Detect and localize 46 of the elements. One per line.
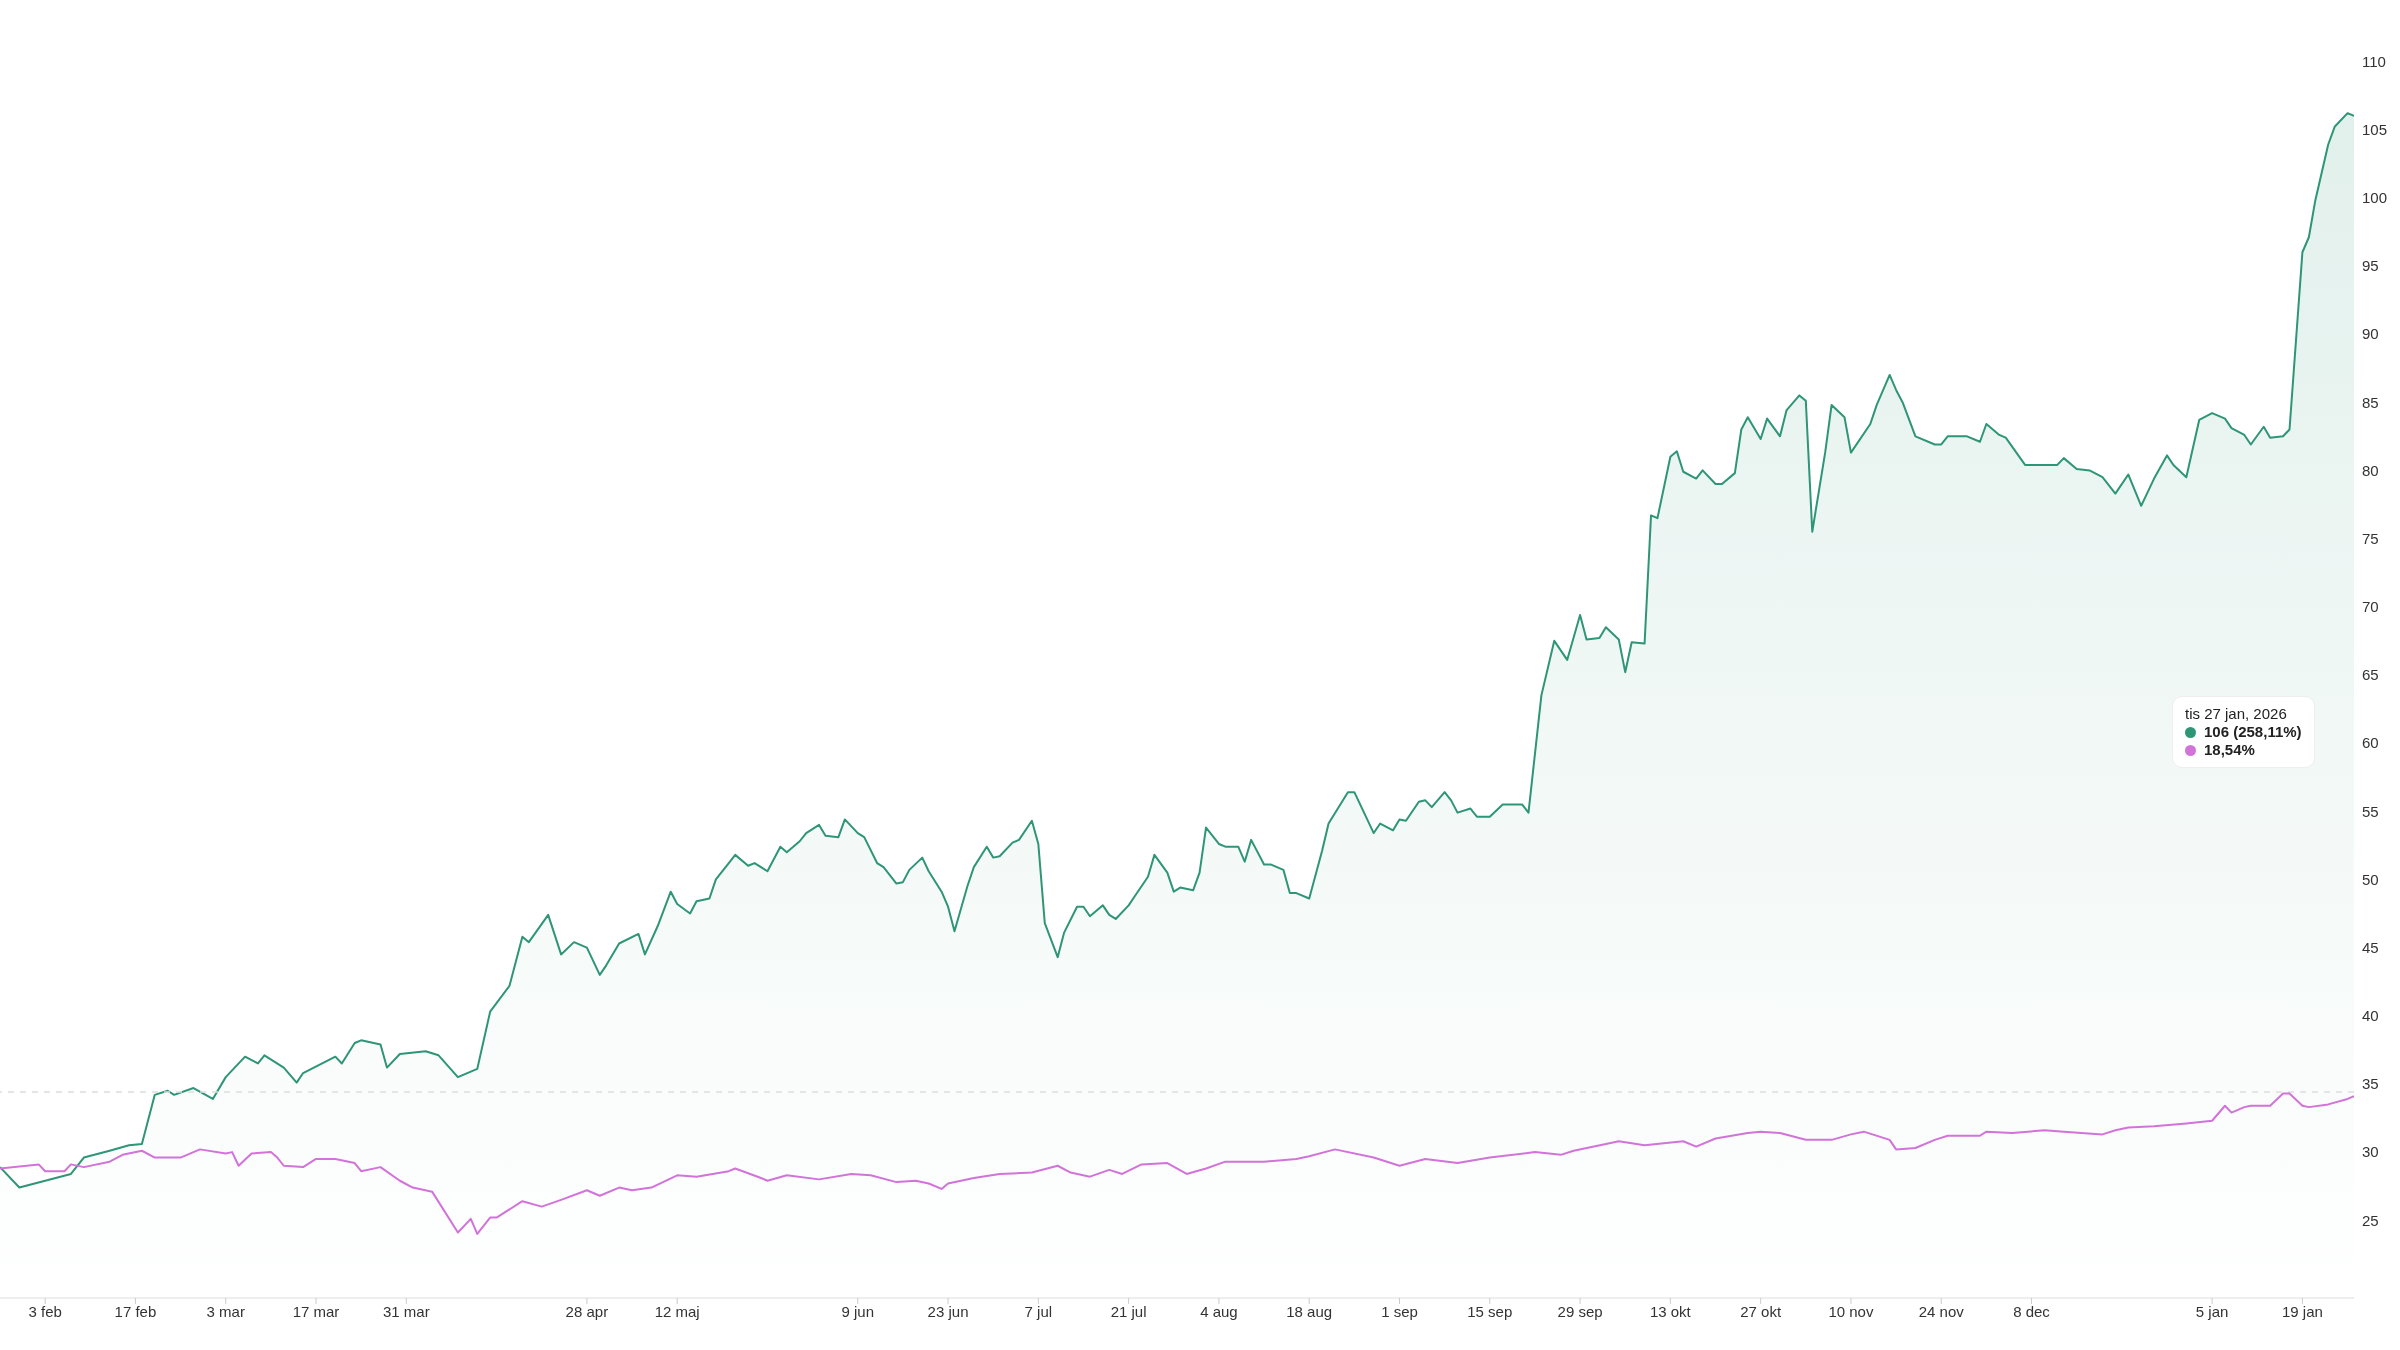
x-tick-label: 5 jan (2195, 1302, 2229, 1320)
x-tick-label: 10 nov (1828, 1302, 1874, 1320)
x-tick-label: 27 okt (1740, 1302, 1782, 1320)
y-tick-label: 35 (2362, 1075, 2379, 1093)
x-tick-label: 3 mar (206, 1302, 245, 1320)
y-tick-label: 95 (2362, 257, 2379, 275)
x-tick-label: 31 mar (382, 1302, 430, 1320)
y-tick-label: 40 (2362, 1007, 2379, 1025)
x-tick-label: 29 sep (1557, 1302, 1603, 1320)
line-series (0, 1092, 2354, 1235)
y-tick-label: 70 (2362, 598, 2379, 616)
x-tick-label: 8 dec (2013, 1302, 2051, 1320)
y-tick-label: 105 (2362, 120, 2388, 138)
x-tick-label: 1 sep (1381, 1302, 1418, 1320)
y-tick-label: 80 (2362, 461, 2379, 479)
annotation: 106 (258,11%) (2204, 723, 2302, 741)
x-tick-label: 3 feb (28, 1302, 62, 1320)
x-tick-label: 17 feb (114, 1302, 157, 1320)
x-tick-label: 17 mar (292, 1302, 340, 1320)
y-tick-label: 60 (2362, 734, 2379, 752)
x-tick-label: 15 sep (1467, 1302, 1513, 1320)
y-tick-label: 85 (2362, 393, 2379, 411)
x-tick-label: 7 jul (1024, 1302, 1053, 1320)
y-tick-label: 110 (2362, 52, 2386, 70)
annotation: 18,54% (2204, 741, 2255, 759)
x-tick-label: 19 jan (2281, 1302, 2323, 1320)
y-tick-label: 50 (2362, 870, 2379, 888)
x-tick-label: 18 aug (1286, 1302, 1333, 1320)
y-tick-label: 75 (2362, 529, 2379, 547)
y-tick-label: 55 (2362, 802, 2379, 820)
x-tick-label: 9 jun (841, 1302, 875, 1320)
x-tick-label: 12 maj (654, 1302, 700, 1320)
annotation: tis 27 jan, 2026 (2185, 705, 2288, 723)
y-tick-label: 90 (2362, 325, 2379, 343)
x-tick-label: 21 jul (1110, 1302, 1147, 1320)
x-tick-label: 13 okt (1649, 1302, 1692, 1320)
y-tick-label: 30 (2362, 1143, 2379, 1161)
info-card: tis 27 jan, 2026 106 (258,11%) 18,54% (2172, 696, 2315, 768)
y-tick-label: 45 (2362, 938, 2379, 956)
x-tick-label: 4 aug (1200, 1302, 1238, 1320)
x-tick-label: 24 nov (1918, 1302, 1965, 1320)
y-tick-label: 100 (2362, 189, 2388, 207)
y-tick-label: 65 (2362, 666, 2379, 684)
x-tick-label: 23 jun (927, 1302, 969, 1320)
x-tick-label: 28 apr (565, 1302, 609, 1320)
y-tick-label: 25 (2362, 1211, 2379, 1229)
